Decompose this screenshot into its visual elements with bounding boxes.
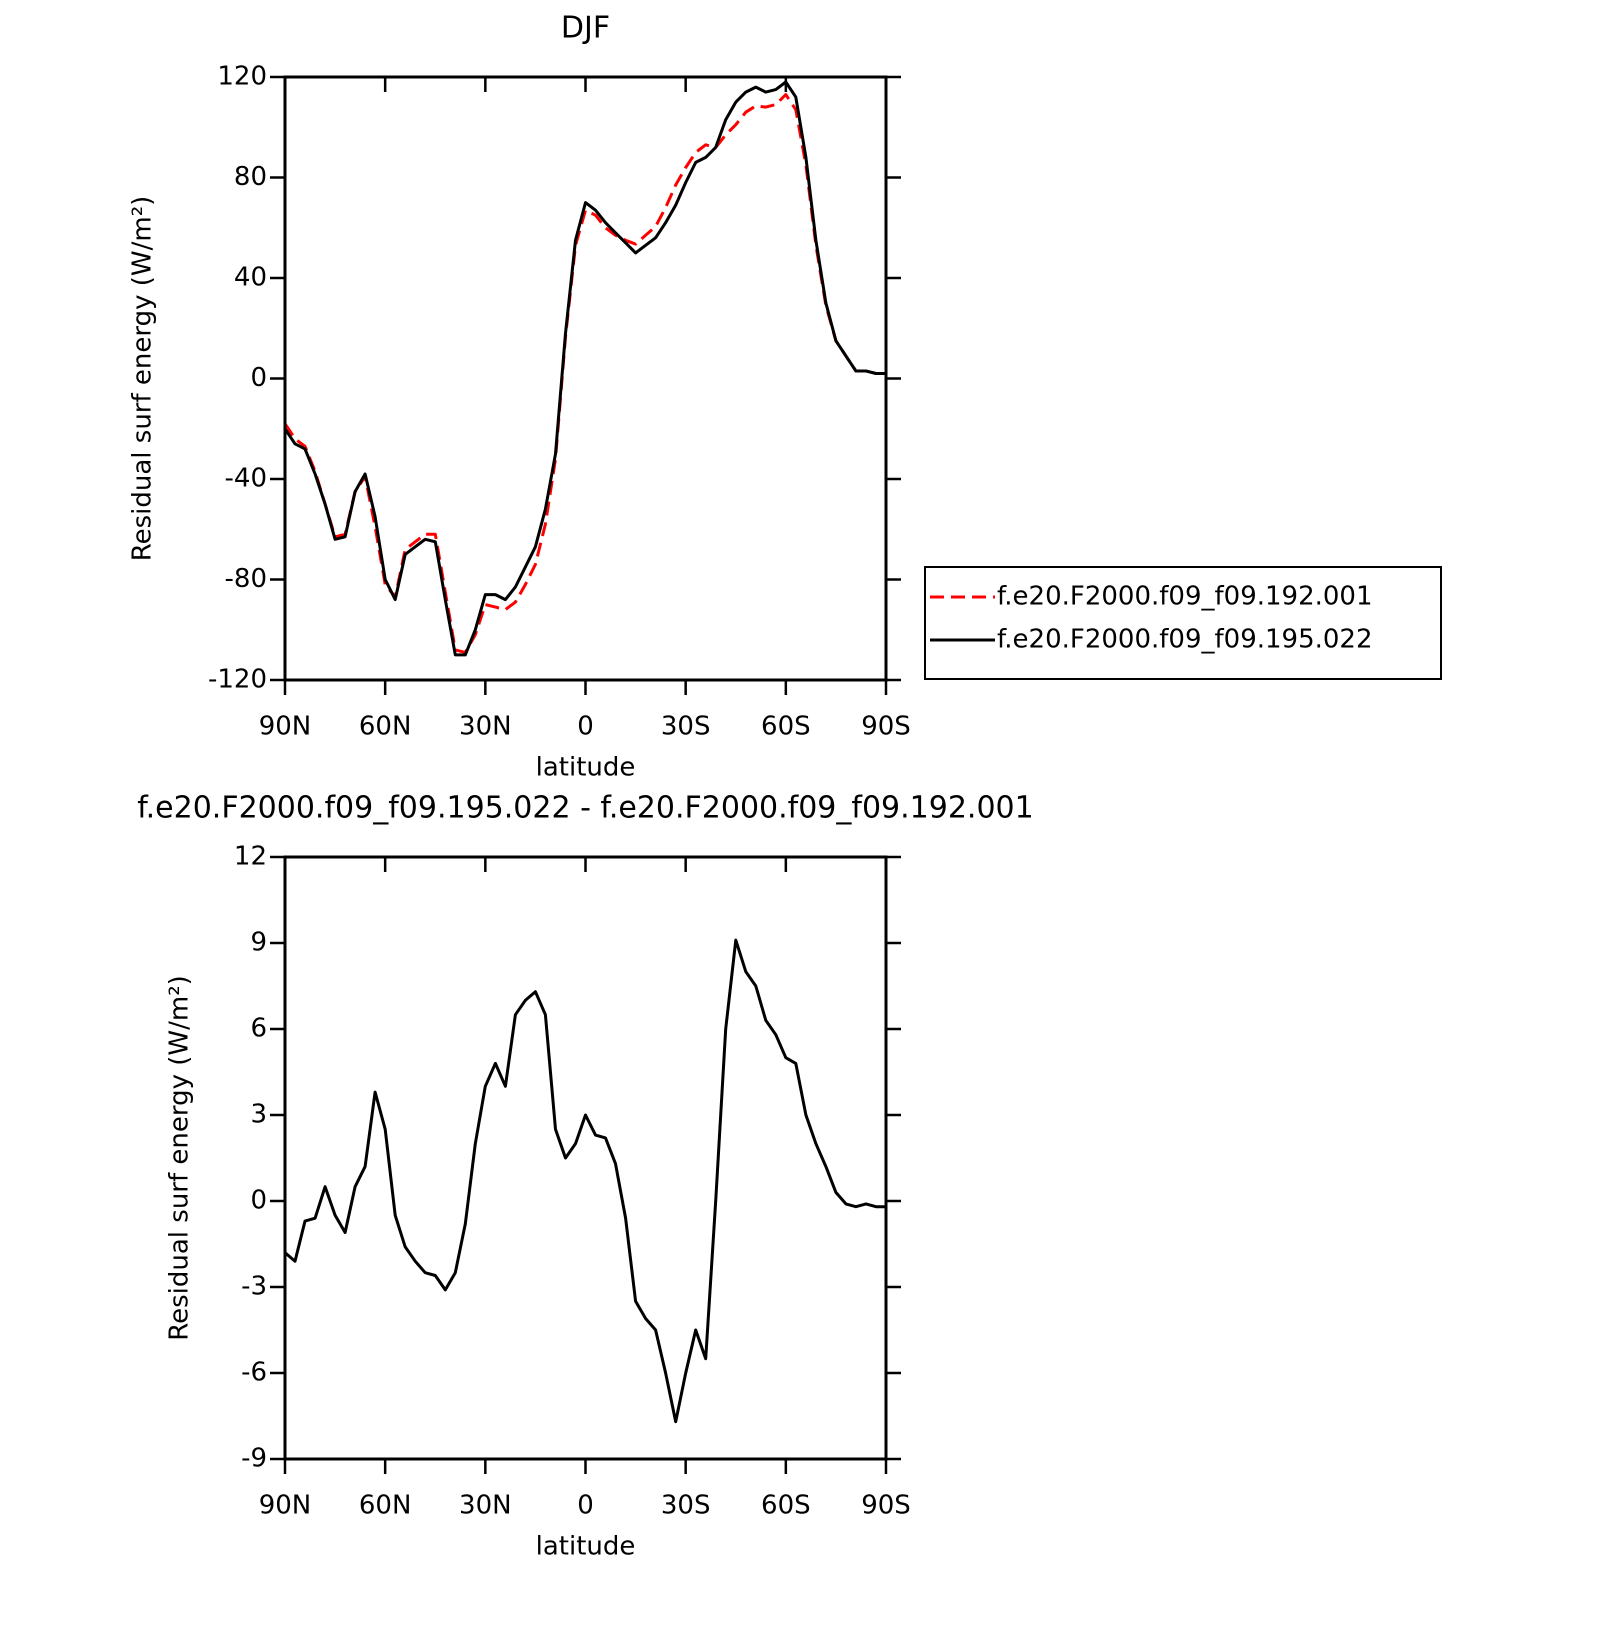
y-tick-label: 40 xyxy=(234,263,267,293)
legend-label: f.e20.F2000.f09_f09.195.022 xyxy=(997,625,1373,655)
y-tick-label: 80 xyxy=(234,162,267,192)
y-tick-label: -3 xyxy=(241,1272,267,1302)
y-tick-label: 12 xyxy=(234,842,267,872)
x-axis-label: latitude xyxy=(536,753,636,783)
x-tick-label: 30N xyxy=(459,1491,512,1521)
x-tick-label: 60N xyxy=(359,1491,412,1521)
y-tick-label: 6 xyxy=(250,1014,267,1044)
y-tick-label: 3 xyxy=(250,1100,267,1130)
y-axis-label: Residual surf energy (W/m²) xyxy=(128,196,158,562)
y-tick-label: -40 xyxy=(225,464,267,494)
y-tick-label: -120 xyxy=(208,665,267,695)
y-tick-label: 0 xyxy=(250,1186,267,1216)
x-tick-label: 60S xyxy=(761,1491,811,1521)
x-tick-label: 90N xyxy=(259,1491,312,1521)
chart-title: DJF xyxy=(561,11,610,46)
x-tick-label: 60N xyxy=(359,712,412,742)
y-tick-label: 0 xyxy=(250,363,267,393)
data-line xyxy=(283,93,886,654)
legend-label: f.e20.F2000.f09_f09.192.001 xyxy=(997,582,1373,612)
data-line xyxy=(283,80,886,657)
x-tick-label: 30S xyxy=(661,1491,711,1521)
x-tick-label: 90S xyxy=(861,1491,911,1521)
x-axis-label: latitude xyxy=(536,1532,636,1562)
y-tick-label: -6 xyxy=(241,1358,267,1388)
plot-frame xyxy=(283,75,888,682)
x-tick-label: 0 xyxy=(577,712,594,742)
data-line xyxy=(284,938,886,1424)
x-tick-label: 90N xyxy=(259,712,312,742)
y-axis-label: Residual surf energy (W/m²) xyxy=(165,975,195,1341)
x-tick-label: 30S xyxy=(661,712,711,742)
x-tick-label: 0 xyxy=(577,1491,594,1521)
legend-box xyxy=(924,566,1442,680)
chart-title: f.e20.F2000.f09_f09.195.022 - f.e20.F200… xyxy=(137,791,1033,826)
y-tick-label: 120 xyxy=(217,62,267,92)
x-tick-label: 90S xyxy=(861,712,911,742)
y-tick-label: 9 xyxy=(250,928,267,958)
y-tick-label: -9 xyxy=(241,1444,267,1474)
y-tick-label: -80 xyxy=(225,564,267,594)
x-tick-label: 30N xyxy=(459,712,512,742)
plot-frame xyxy=(283,855,888,1461)
x-tick-label: 60S xyxy=(761,712,811,742)
